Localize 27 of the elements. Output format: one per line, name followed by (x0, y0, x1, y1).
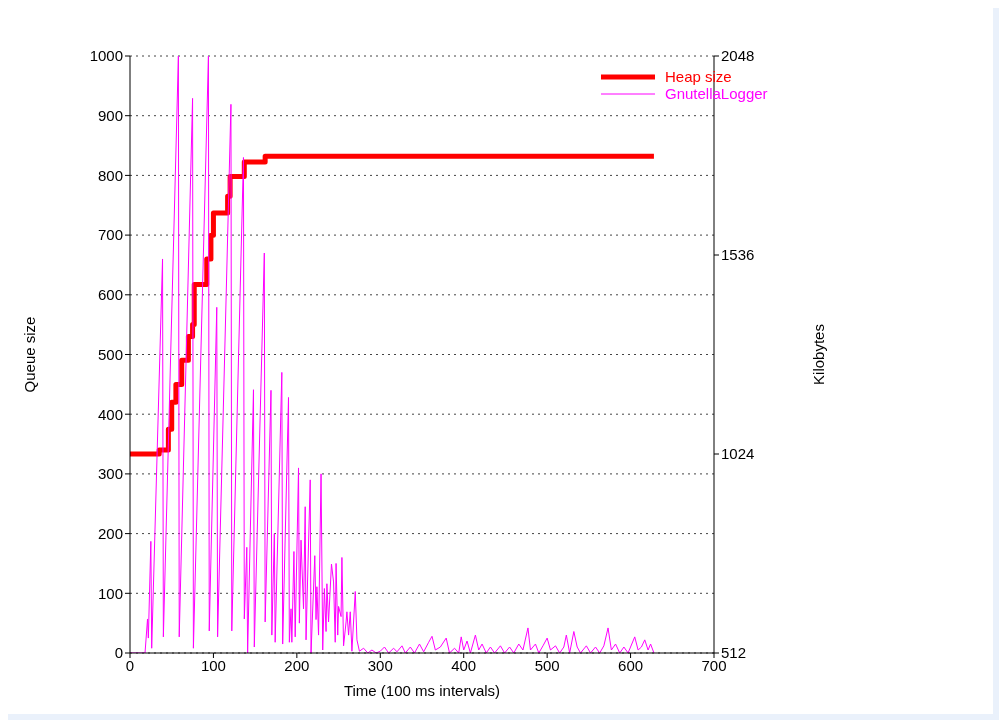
legend-label: Heap size (665, 68, 733, 85)
y-axis-title: Queue size (21, 316, 39, 393)
y-tick-label: 1000 (89, 47, 123, 65)
legend-label: GnutellaLogger (665, 85, 769, 102)
x-tick-label: 600 (618, 656, 644, 674)
y-tick-label: 900 (97, 107, 123, 125)
y-tick-label: 300 (97, 465, 123, 483)
x-tick-label: 400 (451, 656, 477, 674)
y-tick-label: 700 (97, 226, 123, 244)
x-tick-label: 300 (367, 656, 393, 674)
y2-tick-label: 1536 (721, 246, 755, 264)
x-tick-label: 100 (200, 656, 226, 674)
y2-axis-title: Kilobytes (810, 324, 828, 385)
x-axis-title: Time (100 ms intervals) (343, 682, 501, 699)
y-tick-label: 500 (97, 345, 123, 363)
x-tick-label: 500 (534, 656, 560, 674)
y2-tick-label: 2048 (721, 47, 755, 65)
y-tick-label: 0 (114, 644, 123, 662)
y-tick-label: 800 (97, 166, 123, 184)
y2-tick-label: 1024 (721, 445, 755, 463)
y-tick-label: 200 (97, 524, 123, 542)
y-tick-label: 400 (97, 405, 123, 423)
y-tick-label: 100 (97, 584, 123, 602)
y2-tick-label: 512 (721, 644, 747, 662)
x-tick-label: 0 (125, 656, 135, 674)
y-tick-label: 600 (97, 286, 123, 304)
x-tick-label: 200 (284, 656, 310, 674)
